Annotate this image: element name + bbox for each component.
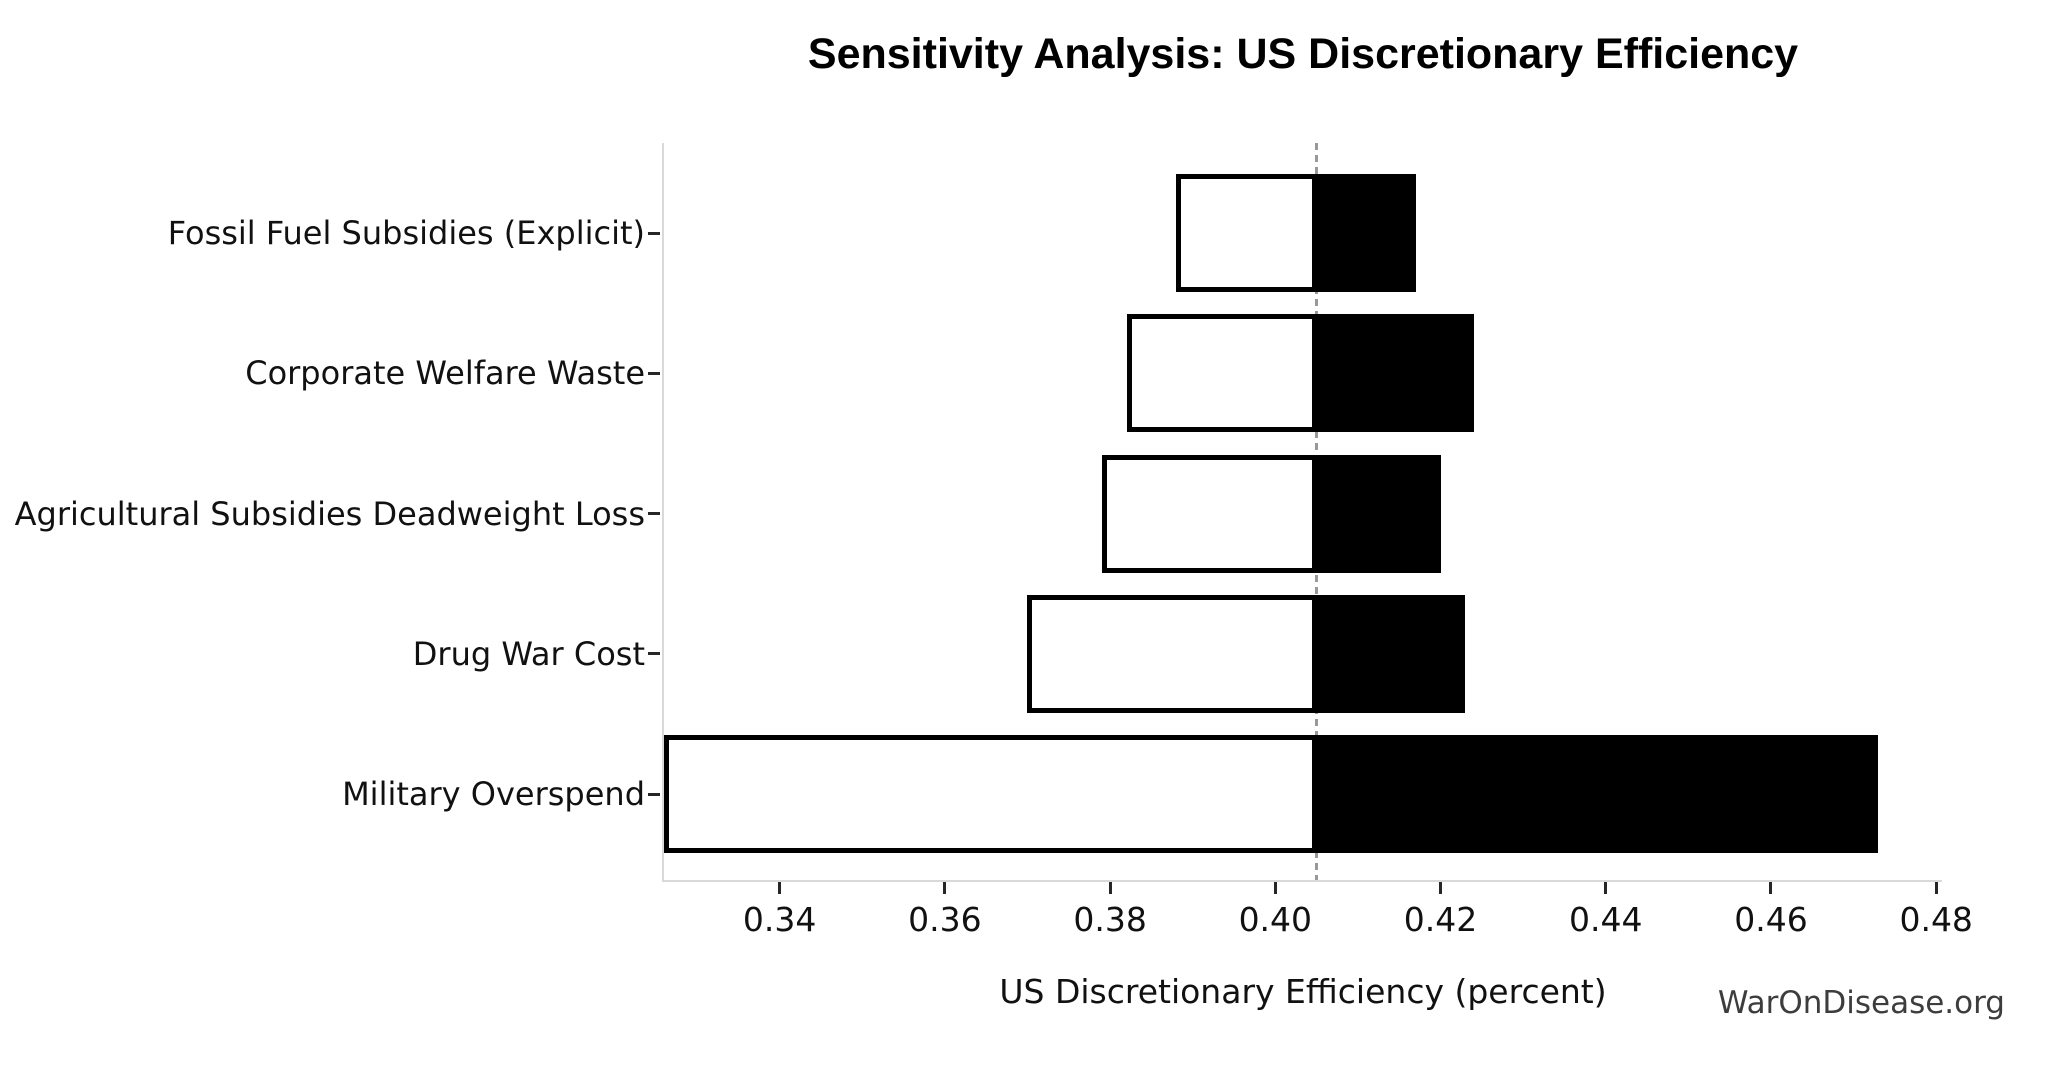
x-tick-label: 0.42 xyxy=(1403,900,1478,939)
x-axis-line xyxy=(662,880,1942,882)
bar-high-segment xyxy=(1316,174,1416,292)
y-tick-mark xyxy=(648,231,660,235)
bar-high-segment xyxy=(1316,454,1441,573)
bar-high-segment xyxy=(1316,314,1474,433)
x-tick-label: 0.34 xyxy=(742,900,817,939)
bar-high-segment xyxy=(1316,594,1466,713)
x-axis-title: US Discretionary Efficiency (percent) xyxy=(999,972,1607,1011)
y-axis-line xyxy=(662,143,664,880)
y-tick-label: Drug War Cost xyxy=(412,634,645,673)
y-tick-mark xyxy=(648,792,660,796)
x-tick-label: 0.40 xyxy=(1238,900,1313,939)
y-tick-label: Military Overspend xyxy=(342,775,645,813)
y-tick-label: Agricultural Subsidies Deadweight Loss xyxy=(14,494,645,533)
bar-low-segment xyxy=(1176,174,1317,292)
x-tick-mark xyxy=(1439,882,1443,894)
bar-low-segment xyxy=(1126,314,1317,433)
x-tick-mark xyxy=(1769,882,1773,894)
y-tick-label: Corporate Welfare Waste xyxy=(245,354,645,393)
plot-area: 0.34 0.36 0.38 0.40 0.42 0.44 0.46 0.48 xyxy=(648,143,1973,939)
bar-high-segment xyxy=(1316,735,1879,853)
chart-title: Sensitivity Analysis: US Discretionary E… xyxy=(807,30,1799,78)
x-tick-mark xyxy=(1604,882,1608,894)
x-tick-label: 0.38 xyxy=(1073,900,1147,939)
y-tick-mark xyxy=(648,371,660,375)
x-tick-label: 0.46 xyxy=(1734,900,1808,939)
x-tick-label: 0.36 xyxy=(908,900,982,939)
y-tick-label: Fossil Fuel Subsidies (Explicit) xyxy=(167,214,645,252)
y-tick-mark xyxy=(648,512,660,515)
bar-low-segment xyxy=(1027,594,1317,713)
x-tick-mark xyxy=(943,882,947,894)
x-tick-mark xyxy=(1108,882,1112,894)
x-tick-mark xyxy=(1934,882,1938,894)
x-tick-label: 0.44 xyxy=(1569,900,1643,939)
bar-low-segment xyxy=(664,735,1317,853)
x-tick-label: 0.48 xyxy=(1899,900,1973,939)
y-tick-mark xyxy=(648,652,660,656)
watermark: WarOnDisease.org xyxy=(1717,985,2005,1021)
bar-low-segment xyxy=(1101,454,1317,573)
x-tick-mark xyxy=(1273,882,1277,894)
x-tick-mark xyxy=(778,882,782,894)
